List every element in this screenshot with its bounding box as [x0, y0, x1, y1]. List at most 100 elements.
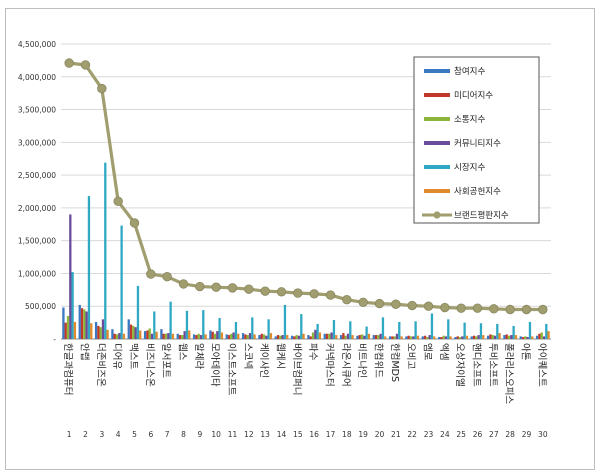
- bar: [241, 333, 245, 339]
- bar: [178, 335, 182, 339]
- bar: [265, 335, 268, 339]
- bar: [430, 313, 434, 339]
- bar: [71, 272, 74, 339]
- bar: [339, 335, 343, 339]
- bar: [335, 335, 338, 339]
- rank-label: 7: [165, 430, 170, 439]
- bar-series: [62, 162, 550, 339]
- bar: [262, 334, 266, 339]
- x-axis: 한글과컴퓨터 1 안랩 2 더존비즈온 3 디어유 4 맥스트 5 비즈니스온 6 알서포트 7 웹스 8 알체…: [62, 343, 548, 439]
- line-point: [227, 283, 238, 293]
- bar: [454, 337, 457, 339]
- rank-label: 18: [342, 430, 352, 439]
- bar: [421, 336, 424, 339]
- category-label: 스코넥: [242, 343, 253, 369]
- category-label: 엑셈: [438, 343, 450, 360]
- rank-label: 2: [83, 430, 88, 439]
- category-label: 비트나인: [356, 343, 367, 378]
- bar: [246, 335, 249, 339]
- bar: [248, 333, 252, 339]
- bar: [379, 333, 382, 339]
- category-label: 이스트소프트: [226, 343, 237, 396]
- bar: [363, 335, 366, 339]
- bar: [405, 336, 408, 339]
- bar: [374, 335, 378, 339]
- bar: [393, 336, 396, 339]
- bar: [524, 336, 527, 339]
- bar: [400, 336, 403, 339]
- bar: [66, 316, 70, 339]
- line-point: [456, 303, 466, 313]
- bar: [479, 323, 483, 339]
- bar: [134, 327, 137, 339]
- bar: [295, 335, 298, 339]
- bar: [211, 331, 214, 339]
- bar: [470, 336, 473, 339]
- rank-label: 27: [489, 430, 499, 439]
- line-point: [505, 304, 515, 315]
- category-label: 커넥마스터: [324, 343, 335, 387]
- line-point: [423, 301, 434, 311]
- y-tick-label: 1,500,000: [18, 237, 56, 246]
- bar: [365, 326, 368, 339]
- bar: [234, 321, 238, 339]
- line-point: [325, 290, 336, 300]
- bar: [475, 336, 478, 339]
- bar: [360, 334, 364, 339]
- bar: [83, 309, 86, 339]
- bar: [143, 331, 147, 339]
- rank-label: 16: [309, 430, 319, 439]
- rank-label: 25: [456, 430, 466, 439]
- bar: [398, 321, 401, 339]
- bar: [409, 336, 413, 339]
- bar: [73, 321, 77, 339]
- line-point: [309, 289, 319, 299]
- bar: [276, 335, 280, 339]
- bar: [505, 334, 508, 339]
- bar: [316, 323, 319, 339]
- bar: [274, 336, 277, 339]
- bar: [545, 323, 548, 339]
- rank-label: 12: [244, 430, 254, 439]
- legend-label: 시장지수: [454, 162, 485, 173]
- bar: [300, 314, 303, 339]
- bar: [269, 333, 273, 339]
- bar: [498, 333, 501, 339]
- bar: [181, 335, 184, 339]
- bar: [325, 333, 329, 339]
- bar: [381, 317, 385, 339]
- y-tick-label: 1,000,000: [18, 269, 56, 278]
- bar: [416, 335, 420, 339]
- bar: [225, 334, 228, 339]
- legend-swatch: [424, 69, 450, 73]
- line-point: [195, 281, 205, 292]
- chart-svg: - 500,000 1,000,000 1,500,000 2,000,000 2,500…: [18, 40, 551, 439]
- bar: [407, 335, 410, 339]
- bar: [204, 334, 207, 339]
- line-point: [391, 299, 401, 309]
- bar: [311, 332, 315, 339]
- legend-label: 미디어지수: [454, 90, 493, 101]
- bar: [104, 162, 107, 339]
- bar: [185, 310, 189, 339]
- bar: [351, 335, 354, 339]
- bar: [195, 335, 198, 339]
- rank-label: 13: [260, 430, 270, 439]
- rank-label: 29: [522, 430, 532, 439]
- bar: [328, 333, 331, 339]
- gridlines: [61, 43, 551, 340]
- bar: [106, 329, 109, 339]
- bar: [78, 304, 81, 339]
- category-label: 한컴위드: [373, 343, 385, 378]
- bar: [388, 336, 392, 339]
- bar: [540, 332, 543, 339]
- bar: [342, 333, 345, 339]
- line-point: [162, 272, 172, 282]
- bar: [531, 336, 534, 339]
- legend-label: 커뮤니티지수: [454, 138, 501, 149]
- bar: [444, 336, 448, 339]
- bar: [202, 310, 205, 339]
- bar: [493, 335, 497, 339]
- category-label: 한컴MDS: [389, 343, 401, 382]
